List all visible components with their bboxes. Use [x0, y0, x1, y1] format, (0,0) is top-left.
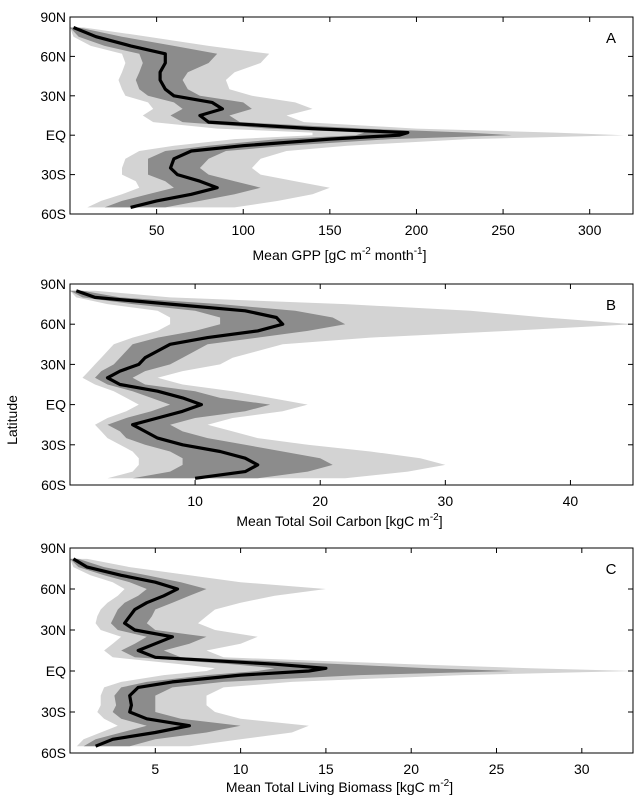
inner-range-band — [70, 27, 512, 208]
mean-line — [72, 557, 328, 748]
x-tick-label: 30 — [574, 761, 590, 777]
y-tick-label: 30N — [40, 356, 66, 372]
x-tick-label: 200 — [405, 222, 429, 238]
x-axis-label: Mean Total Soil Carbon [kgC m-2] — [236, 512, 442, 529]
y-tick-label: 60N — [40, 581, 66, 597]
panel-a: 90N 60N 30N EQ 30S 60S 50 100 150 200 250 300 A Mean … — [40, 9, 634, 263]
x-tick-label: 250 — [491, 222, 515, 238]
outer-range-band — [70, 27, 625, 208]
y-tick-label: 60N — [40, 48, 66, 64]
y-tick-label: 30S — [41, 167, 66, 183]
y-tick-label: 60N — [40, 316, 66, 332]
x-axis-label-text: ] — [423, 247, 427, 263]
y-tick-label: 90N — [40, 540, 66, 556]
outer-range-band — [70, 290, 633, 479]
x-tick-label: 25 — [489, 761, 505, 777]
y-tick-label: 90N — [40, 276, 66, 292]
x-axis-label-text: Mean GPP [gC m — [253, 247, 362, 263]
x-tick-label: 10 — [187, 493, 203, 509]
y-tick-label: 60S — [41, 745, 66, 761]
x-axis-label-superscript: -1 — [414, 246, 423, 257]
y-tick-label: 90N — [40, 9, 66, 25]
y-tick-label: 30S — [41, 437, 66, 453]
y-tick-label: 60S — [41, 206, 66, 222]
y-tick-label: EQ — [46, 663, 66, 679]
x-tick-label: 40 — [563, 493, 579, 509]
panel-letter: B — [606, 297, 616, 314]
panel-b: 90N 60N 30N EQ 30S 60S 10 20 30 40 B Mean Total Soi… — [40, 276, 634, 529]
x-axis-label-superscript: -2 — [430, 512, 439, 523]
x-tick-label: 20 — [312, 493, 328, 509]
plot-frame — [69, 547, 634, 754]
x-axis-label-text: Mean Total Living Biomass [kgC m — [226, 779, 441, 795]
x-tick-label: 20 — [403, 761, 419, 777]
y-tick-label: EQ — [46, 397, 66, 413]
y-tick-label: 30S — [41, 704, 66, 720]
y-tick-label: 60S — [41, 477, 66, 493]
y-tick-label: 30N — [40, 88, 66, 104]
x-axis-label: Mean Total Living Biomass [kgC m-2] — [226, 778, 453, 795]
x-tick-label: 100 — [232, 222, 256, 238]
panel-letter: A — [606, 30, 616, 47]
x-axis-label-text: month — [371, 247, 414, 263]
mean-line — [75, 289, 285, 480]
x-tick-label: 30 — [438, 493, 454, 509]
outer-range-band — [70, 558, 633, 747]
inner-range-band — [70, 290, 346, 479]
plot-frame — [69, 16, 634, 215]
x-axis-label-text: ] — [449, 779, 453, 795]
x-tick-label: 10 — [233, 761, 249, 777]
x-tick-label: 150 — [318, 222, 342, 238]
inner-range-band — [70, 558, 514, 747]
x-axis-label-superscript: -2 — [440, 778, 449, 789]
panel-c: 90N 60N 30N EQ 30S 60S 5 10 15 20 25 30 C Mean Total … — [40, 540, 634, 795]
x-axis-label-text: ] — [439, 513, 443, 529]
mean-line — [72, 26, 410, 209]
x-axis-label: Mean GPP [gC m-2 month-1] — [253, 246, 427, 263]
x-tick-label: 300 — [578, 222, 602, 238]
x-tick-label: 5 — [151, 761, 159, 777]
panel-letter: C — [606, 561, 617, 578]
y-axis-label: Latitude — [4, 395, 20, 445]
x-tick-label: 50 — [149, 222, 165, 238]
x-axis-label-text: Mean Total Soil Carbon [kgC m — [236, 513, 430, 529]
x-axis-label-superscript: -2 — [362, 246, 371, 257]
y-tick-label: 30N — [40, 622, 66, 638]
y-tick-label: EQ — [46, 127, 66, 143]
plot-frame — [69, 283, 634, 486]
x-tick-label: 15 — [318, 761, 334, 777]
